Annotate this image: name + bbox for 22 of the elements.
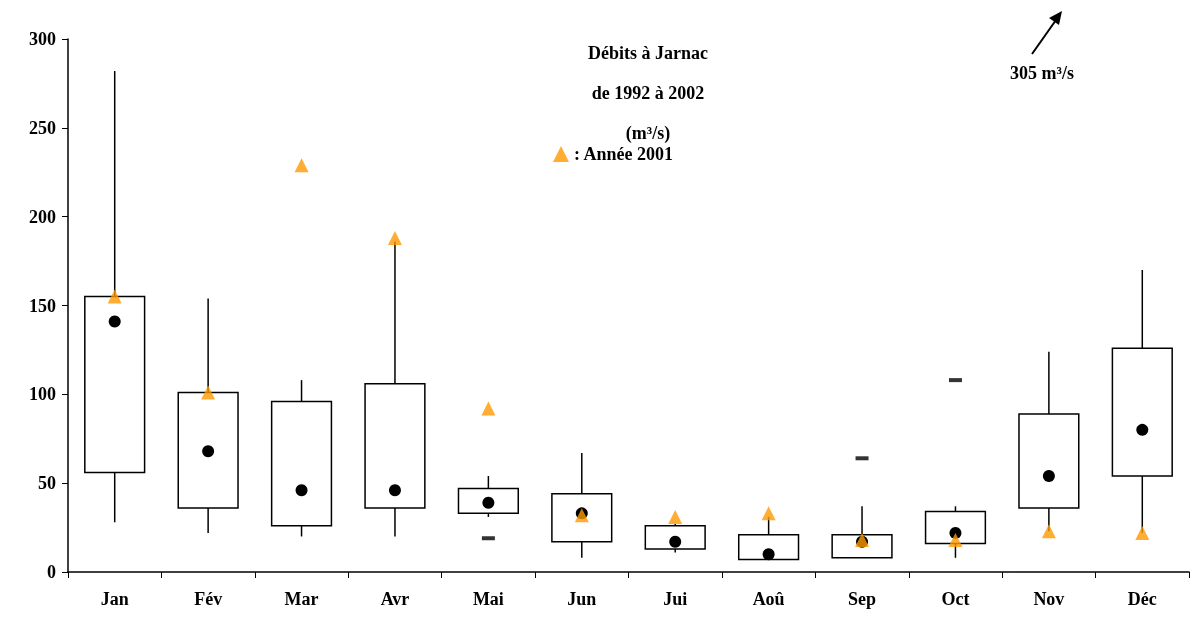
annotation: 305 m³/s [1010, 63, 1074, 83]
y-tick-label: 150 [29, 295, 56, 316]
x-tick-label: Sep [848, 589, 877, 609]
x-tick-label: Mai [472, 589, 504, 609]
y-tick-label: 200 [29, 206, 56, 227]
y-tick-label: 50 [38, 473, 56, 494]
y-tick-label: 100 [29, 384, 56, 405]
x-tick-label: Mar [284, 589, 319, 609]
legend-label: : Année 2001 [574, 144, 673, 164]
text: Débits à Jarnac de 1992 à 2002 (m³/s) [588, 43, 708, 144]
x-tick-label: Aoû [752, 589, 785, 609]
x-tick-label: Fév [194, 589, 223, 609]
x-tick-label: Déc [1127, 589, 1157, 609]
x-tick-label: Nov [1033, 589, 1065, 609]
x-tick-label: Jui [663, 589, 688, 609]
y-tick-label: 0 [47, 562, 56, 582]
y-tick-label: 250 [29, 117, 56, 138]
x-tick-label: Jan [100, 589, 129, 609]
x-tick-label: Avr [380, 589, 410, 609]
y-tick-label: 300 [29, 29, 56, 49]
x-tick-label: Oct [941, 589, 970, 609]
x-tick-label: Jun [567, 589, 597, 609]
